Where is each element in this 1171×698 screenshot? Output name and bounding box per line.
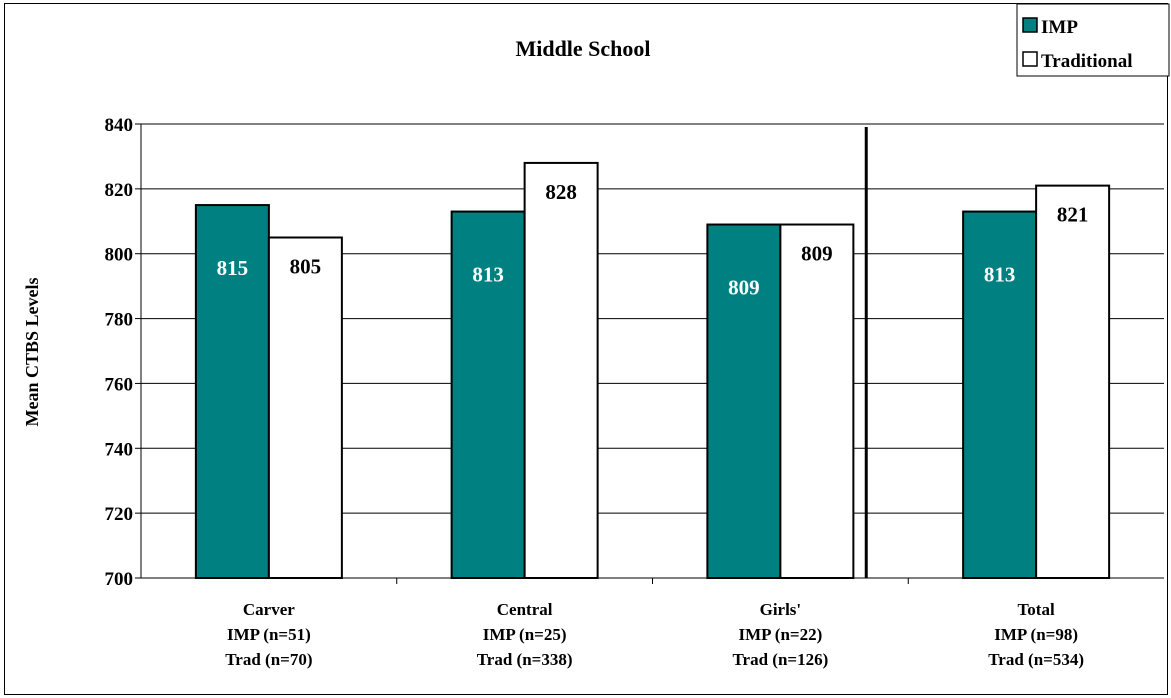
data-label: 809 — [728, 276, 760, 300]
traditional-legend-swatch — [1022, 51, 1038, 67]
y-tick-label: 740 — [105, 439, 134, 460]
traditional-bar — [523, 161, 599, 580]
sample-size-label: Trad (n=70) — [225, 650, 312, 669]
imp-bar — [706, 223, 782, 579]
y-tick-label: 840 — [105, 115, 134, 136]
y-tick-label: 720 — [105, 504, 134, 525]
legend-label: Traditional — [1041, 51, 1133, 72]
axes — [140, 124, 1164, 584]
data-label: 809 — [801, 242, 833, 266]
imp-bar — [194, 204, 270, 579]
y-tick-label: 820 — [105, 180, 134, 201]
y-tick-label: 800 — [105, 245, 134, 266]
legend: IMP Traditional — [1016, 3, 1170, 77]
sample-size-label: Trad (n=126) — [732, 650, 828, 669]
y-tick-labels: 700 720 740 760 780 800 820 840 — [105, 115, 134, 590]
data-label: 828 — [545, 180, 577, 204]
legend-box — [1016, 3, 1170, 77]
data-label: 813 — [984, 263, 1016, 287]
sample-size-label: Trad (n=534) — [988, 650, 1084, 669]
chart-title: Middle School — [515, 36, 650, 61]
data-label: 813 — [472, 263, 504, 287]
category-label: Total — [1018, 600, 1055, 619]
sample-size-label: IMP (n=98) — [994, 625, 1078, 644]
category-label: Carver — [243, 600, 295, 619]
sample-size-label: IMP (n=51) — [227, 625, 311, 644]
data-label: 805 — [290, 255, 322, 279]
traditional-bar — [267, 236, 343, 579]
traditional-bar — [1035, 184, 1111, 579]
data-label: 815 — [217, 256, 249, 280]
sample-size-label: IMP (n=25) — [483, 625, 567, 644]
imp-bar — [450, 210, 526, 580]
y-tick-label: 780 — [105, 310, 134, 331]
category-label: Central — [497, 600, 553, 619]
data-label: 821 — [1057, 203, 1089, 227]
y-tick-label: 760 — [105, 374, 134, 395]
chart-frame — [4, 3, 1168, 695]
traditional-bar — [779, 223, 855, 579]
y-tick-label: 700 — [105, 569, 134, 590]
x-tick-labels: Carver IMP (n=51) Trad (n=70) Central IMP (n… — [225, 600, 1084, 669]
bars: 815 805 813 828 809 809 813 821 — [194, 161, 1111, 580]
sample-size-label: IMP (n=22) — [738, 625, 822, 644]
category-label: Girls' — [760, 600, 802, 619]
legend-label: IMP — [1041, 17, 1078, 38]
imp-legend-swatch — [1022, 17, 1038, 33]
y-axis-label: Mean CTBS Levels — [22, 277, 42, 426]
sample-size-label: Trad (n=338) — [477, 650, 573, 669]
